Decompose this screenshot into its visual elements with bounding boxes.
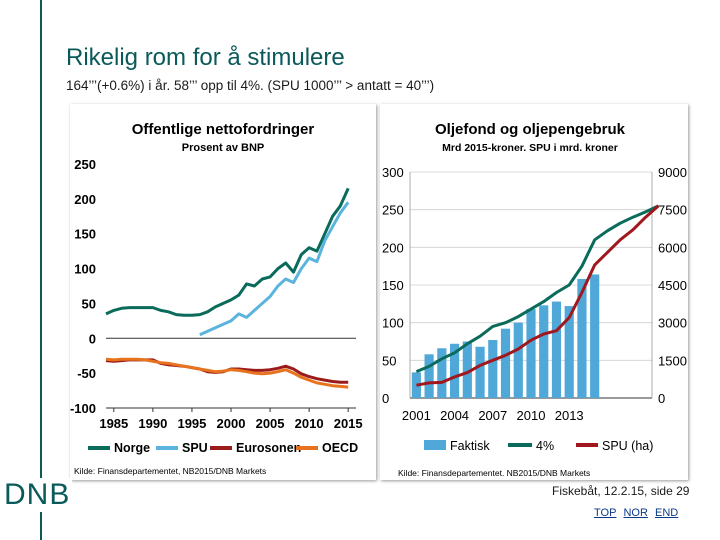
x-tick-label: 2013 <box>555 408 584 423</box>
y-tick-label-right: 1500 <box>658 353 687 368</box>
bar-faktisk <box>577 278 587 398</box>
legend-label: Norge <box>114 441 150 455</box>
bar-faktisk <box>539 305 549 398</box>
y-tick-label-right: 7500 <box>658 203 687 218</box>
y-tick-label-right: 9000 <box>658 165 687 180</box>
legend-label: Eurosonen <box>236 441 301 455</box>
series-line-spu-ha <box>416 204 660 387</box>
x-tick-label: 1995 <box>177 416 206 431</box>
bar-faktisk <box>590 274 600 398</box>
legend-label: OECD <box>322 441 358 455</box>
nav-links: TOP NOR END <box>594 507 682 519</box>
legend-swatch <box>424 440 446 450</box>
bar-faktisk <box>411 372 421 398</box>
y-tick-label-left: 250 <box>382 203 404 218</box>
bar-faktisk <box>424 354 434 398</box>
bar-faktisk <box>551 301 562 398</box>
chart-panel-oljefond: Oljefond og oljepengebruk Mrd 2015-kroner… <box>380 104 688 480</box>
y-tick-label-left: 50 <box>382 353 396 368</box>
x-tick-label: 2001 <box>402 408 431 423</box>
y-tick-label: 100 <box>74 262 96 277</box>
bar-faktisk <box>513 322 523 398</box>
chart-source: Kilde: Finansdepartementet, NB2015/DNB M… <box>74 466 266 476</box>
x-tick-label: 2015 <box>334 416 363 431</box>
bar-faktisk <box>526 309 536 398</box>
series-line-pct4 <box>415 204 660 373</box>
bar-faktisk <box>437 348 447 398</box>
bar-faktisk <box>475 346 485 398</box>
x-tick-label: 2010 <box>295 416 324 431</box>
bar-faktisk <box>462 341 472 398</box>
y-tick-label: -50 <box>77 366 96 381</box>
y-tick-label: 200 <box>74 192 96 207</box>
chart-subtitle: Prosent av BNP <box>182 142 265 154</box>
nav-link-top[interactable]: TOP <box>594 507 617 519</box>
y-tick-label-right: 0 <box>658 391 665 406</box>
chart-panel-nettofordringer: Offentlige nettofordringer Prosent av BNP… <box>70 104 376 480</box>
series-line-oecd <box>105 357 349 389</box>
x-tick-label: 2007 <box>478 408 507 423</box>
y-tick-label-right: 4500 <box>658 278 687 293</box>
legend-label: SPU (ha) <box>602 439 653 453</box>
x-tick-label: 2004 <box>440 408 469 423</box>
bar-faktisk <box>500 328 511 398</box>
x-tick-label: 2010 <box>517 408 546 423</box>
legend-label: SPU <box>182 441 208 455</box>
legend-label: 4% <box>536 439 554 453</box>
slide-subtitle: 164’’’(+0.6%) i år. 58’’’ opp til 4%. (S… <box>66 78 435 93</box>
y-tick-label-left: 300 <box>382 165 404 180</box>
series-line-norge <box>105 187 350 317</box>
y-tick-label-right: 3000 <box>658 316 687 331</box>
y-tick-label: 0 <box>89 331 96 346</box>
nav-link-end[interactable]: END <box>655 507 679 519</box>
x-tick-label: 1990 <box>138 416 167 431</box>
y-tick-label-left: 200 <box>382 240 404 255</box>
dnb-logo: DNB <box>2 478 73 512</box>
footer-text: Fiskebåt, 12.2.15, side 29 <box>552 484 690 498</box>
bar-faktisk <box>564 306 574 398</box>
y-tick-label: 250 <box>74 157 96 172</box>
y-tick-label-left: 150 <box>382 278 404 293</box>
chart-title: Offentlige nettofordringer <box>132 121 315 138</box>
chart-nettofordringer: Offentlige nettofordringer Prosent av BNP… <box>70 121 363 476</box>
chart-title: Oljefond og oljepengebruk <box>435 121 626 138</box>
y-tick-label: 150 <box>74 227 96 242</box>
nav-link-nor[interactable]: NOR <box>623 507 648 519</box>
y-tick-label-right: 6000 <box>658 240 687 255</box>
bar-faktisk <box>449 343 460 398</box>
brand-vertical-line <box>40 0 42 540</box>
x-tick-label: 2000 <box>217 416 246 431</box>
y-tick-label-left: 0 <box>382 391 389 406</box>
slide-title: Rikelig rom for å stimulere <box>66 44 345 71</box>
x-tick-label: 2005 <box>256 416 285 431</box>
chart-subtitle: Mrd 2015-kroner. SPU i mrd. kroner <box>442 142 618 154</box>
x-tick-label: 1985 <box>99 416 128 431</box>
y-tick-label: 50 <box>82 296 96 311</box>
y-tick-label-left: 100 <box>382 316 404 331</box>
legend-label: Faktisk <box>450 439 490 453</box>
chart-oljefond: Oljefond og oljepengebruk Mrd 2015-kroner… <box>382 121 687 478</box>
chart-source: Kilde: Finansdepartementet. NB2015/DNB M… <box>398 468 590 478</box>
series-line-spu <box>199 201 350 337</box>
y-tick-label: -100 <box>70 401 96 416</box>
bar-faktisk <box>488 339 498 398</box>
